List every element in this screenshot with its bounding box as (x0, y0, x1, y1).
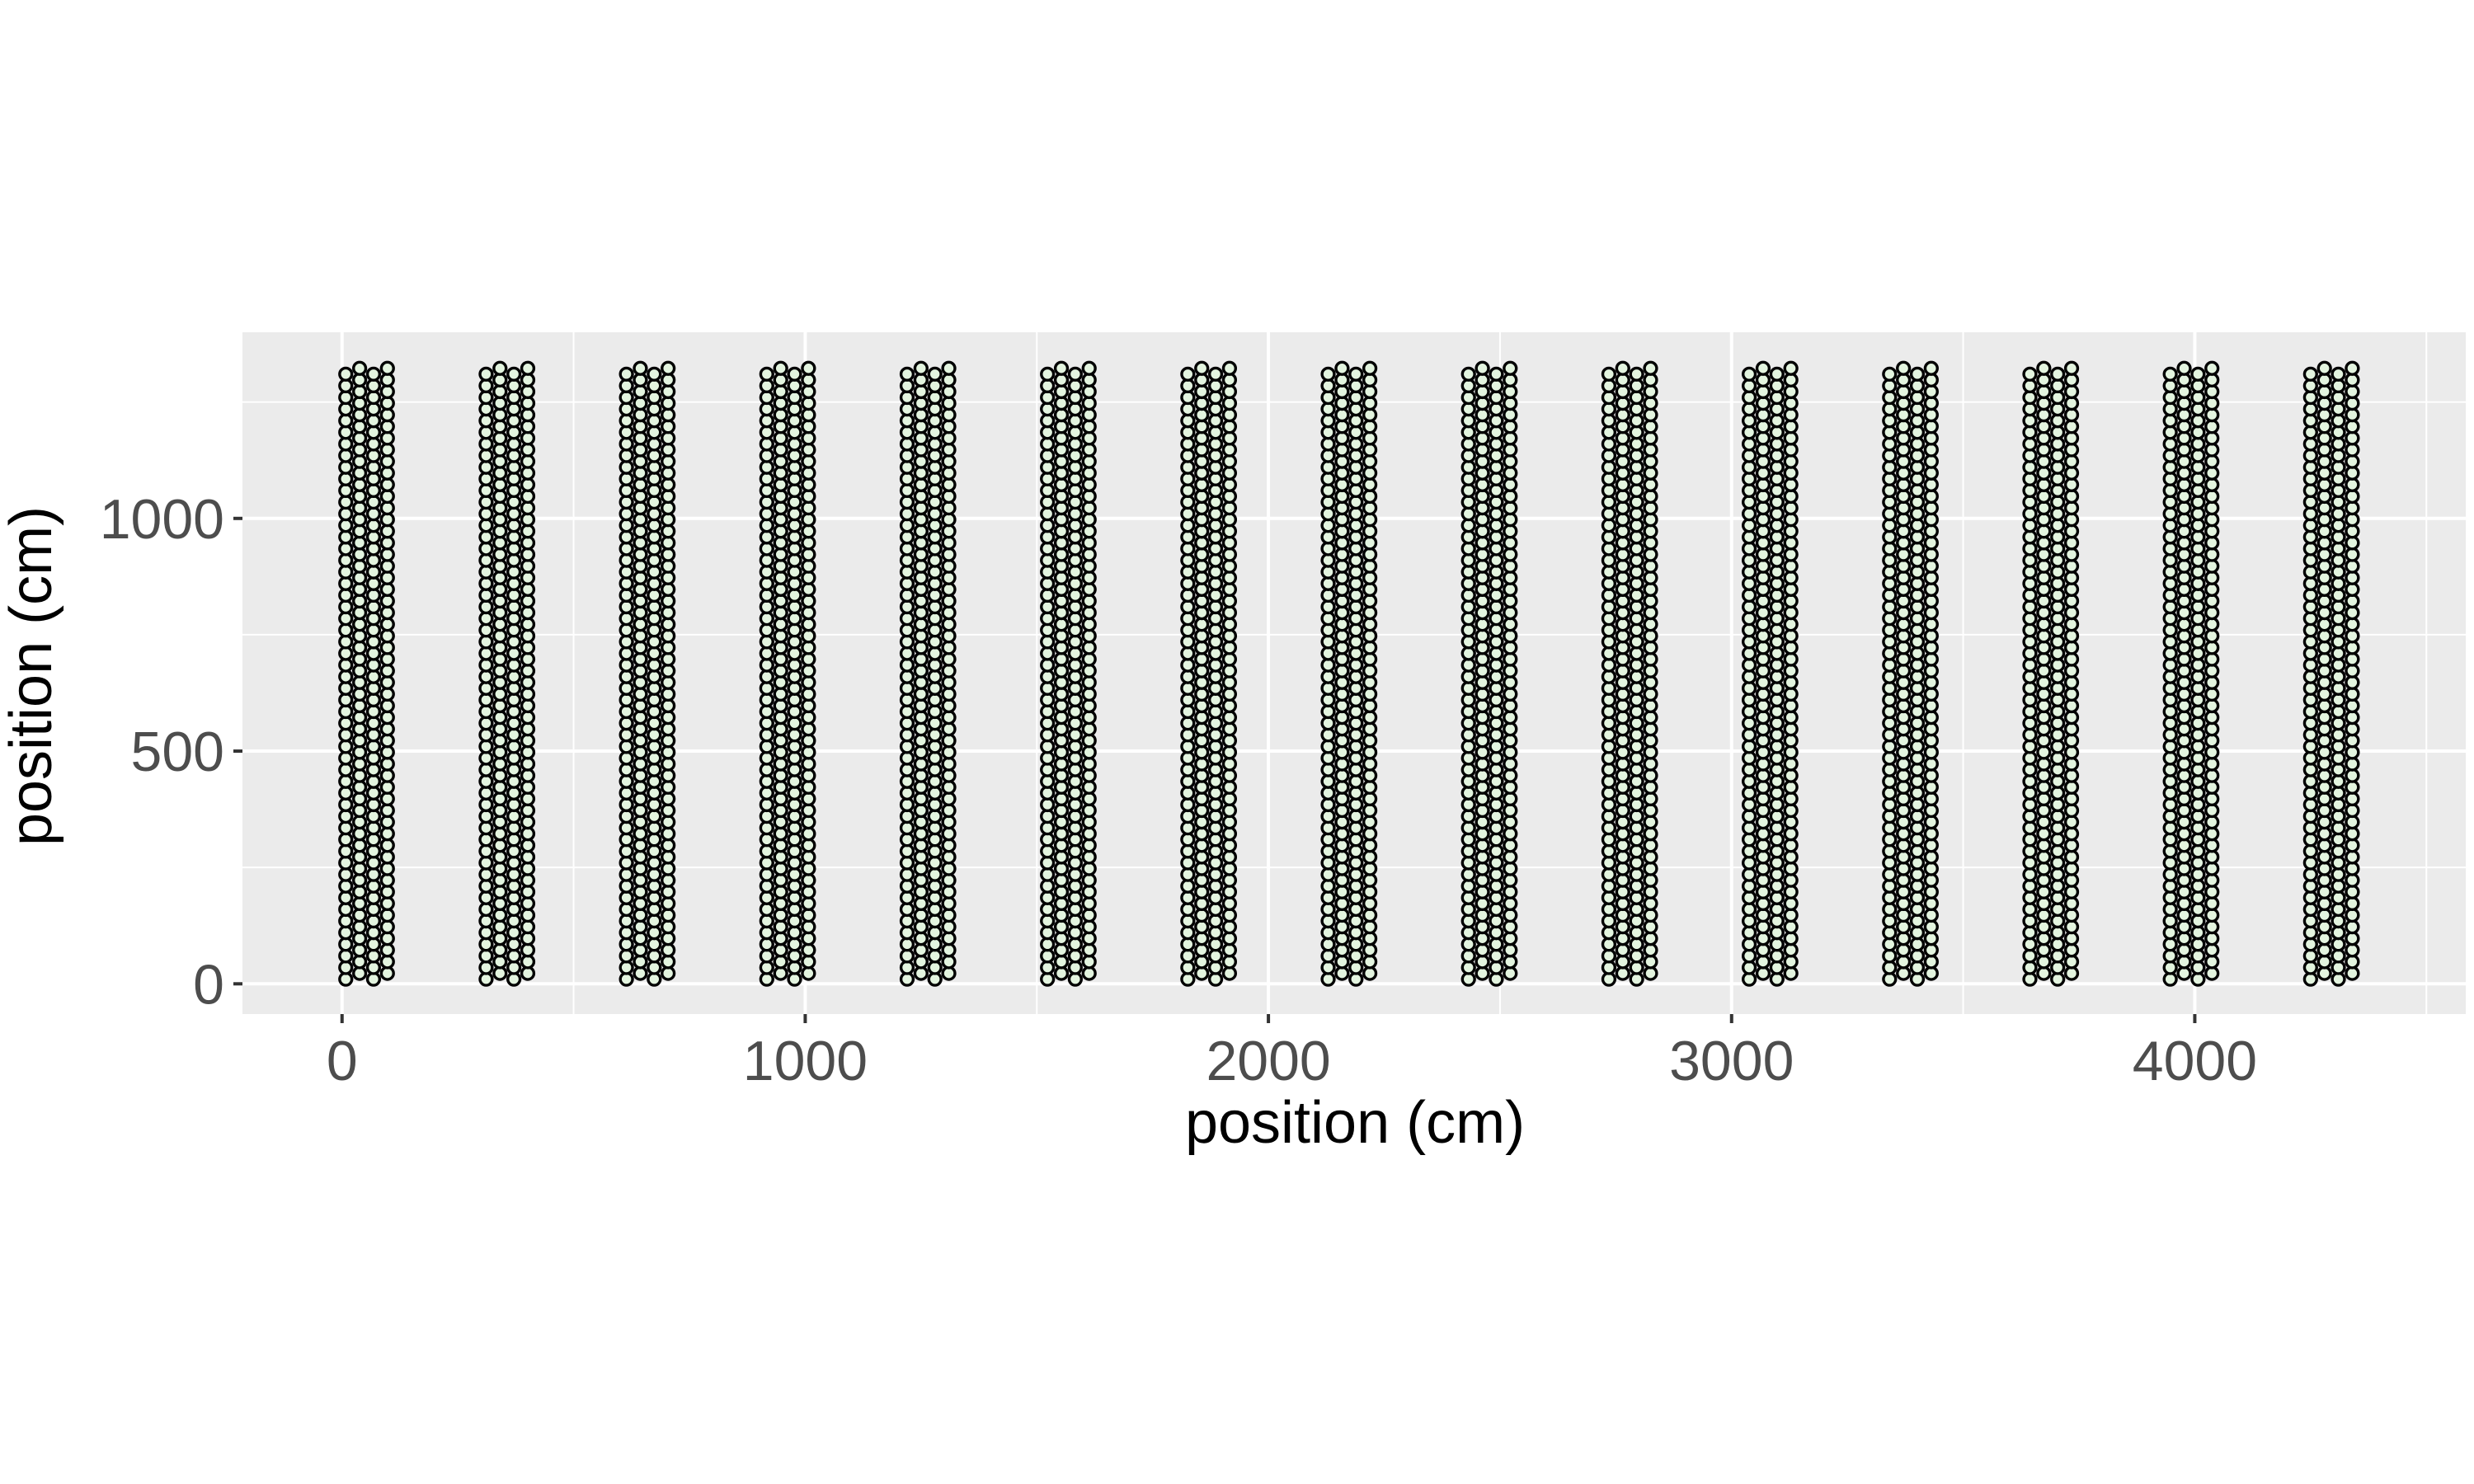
data-point (1882, 366, 1898, 382)
data-point (2036, 360, 2052, 376)
data-point (2302, 366, 2318, 382)
data-point (2063, 360, 2080, 376)
data-point (1067, 366, 1083, 382)
data-point (1643, 360, 1658, 376)
data-point (2050, 366, 2066, 382)
array-8 (1320, 360, 1378, 987)
array-1 (338, 360, 395, 987)
array-2 (478, 360, 536, 987)
x-tick-label: 4000 (2133, 1030, 2257, 1092)
axes: 0 1000 2000 3000 4000 0 500 1000 (100, 488, 2257, 1092)
data-point (1221, 360, 1238, 376)
data-point (1053, 360, 1070, 376)
data-point (2176, 360, 2192, 376)
y-axis-title: position (cm) (0, 506, 64, 846)
y-tick-label: 1000 (100, 488, 224, 551)
data-point (1503, 360, 1518, 376)
data-point (787, 366, 802, 382)
data-point (2022, 366, 2038, 382)
data-point (338, 366, 354, 382)
array-6 (1040, 360, 1097, 987)
data-point (1783, 360, 1799, 376)
data-point (1180, 366, 1196, 382)
data-point (1348, 366, 1364, 382)
x-axis-title: position (cm) (1185, 1090, 1525, 1156)
data-point (773, 360, 788, 376)
array-9 (1460, 360, 1518, 987)
data-point (1755, 360, 1771, 376)
array-5 (899, 360, 957, 987)
data-point (618, 366, 634, 382)
data-point (1615, 360, 1630, 376)
data-point (1489, 366, 1504, 382)
y-tick-label: 500 (131, 721, 224, 783)
data-point (1334, 360, 1350, 376)
data-point (927, 366, 943, 382)
data-point (647, 366, 662, 382)
data-point (941, 360, 957, 376)
data-point (1040, 366, 1056, 382)
data-point (351, 360, 368, 376)
data-point (1601, 366, 1617, 382)
y-tick-label: 0 (193, 953, 224, 1016)
data-point (1923, 360, 1939, 376)
data-point (913, 360, 929, 376)
x-tick-label: 1000 (743, 1030, 868, 1092)
array-14 (2162, 360, 2220, 987)
array-13 (2022, 360, 2080, 987)
data-point (661, 360, 676, 376)
x-tick-label: 3000 (1669, 1030, 1794, 1092)
data-point (2190, 366, 2206, 382)
data-point (899, 366, 915, 382)
data-point (1081, 360, 1097, 376)
array-3 (618, 360, 676, 987)
data-point (1475, 360, 1490, 376)
data-point (379, 360, 395, 376)
data-point (1769, 366, 1785, 382)
data-point (1320, 366, 1336, 382)
data-point (1909, 366, 1926, 382)
x-tick-label: 2000 (1206, 1030, 1330, 1092)
data-point (1896, 360, 1912, 376)
array-12 (1882, 360, 1939, 987)
data-point (633, 360, 648, 376)
data-point (1741, 366, 1757, 382)
data-point (2316, 360, 2332, 376)
array-4 (759, 360, 816, 987)
data-point (506, 366, 522, 382)
data-point (2331, 366, 2346, 382)
data-point (520, 360, 536, 376)
data-point (478, 366, 494, 382)
data-point (1362, 360, 1378, 376)
array-7 (1180, 360, 1238, 987)
data-point (492, 360, 508, 376)
data-point (2204, 360, 2220, 376)
data-point (1460, 366, 1476, 382)
data-point (2345, 360, 2360, 376)
data-point (2162, 366, 2178, 382)
data-point (801, 360, 816, 376)
data-point (365, 366, 382, 382)
data-point (1629, 366, 1644, 382)
data-point (759, 366, 774, 382)
data-point (1207, 366, 1224, 382)
data-point (1194, 360, 1210, 376)
array-11 (1741, 360, 1799, 987)
x-tick-label: 0 (327, 1030, 358, 1092)
array-15 (2302, 360, 2360, 987)
data-points (338, 360, 2360, 987)
array-10 (1601, 360, 1658, 987)
